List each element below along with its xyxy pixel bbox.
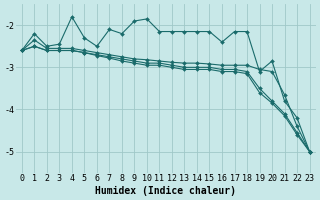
X-axis label: Humidex (Indice chaleur): Humidex (Indice chaleur) [95, 186, 236, 196]
